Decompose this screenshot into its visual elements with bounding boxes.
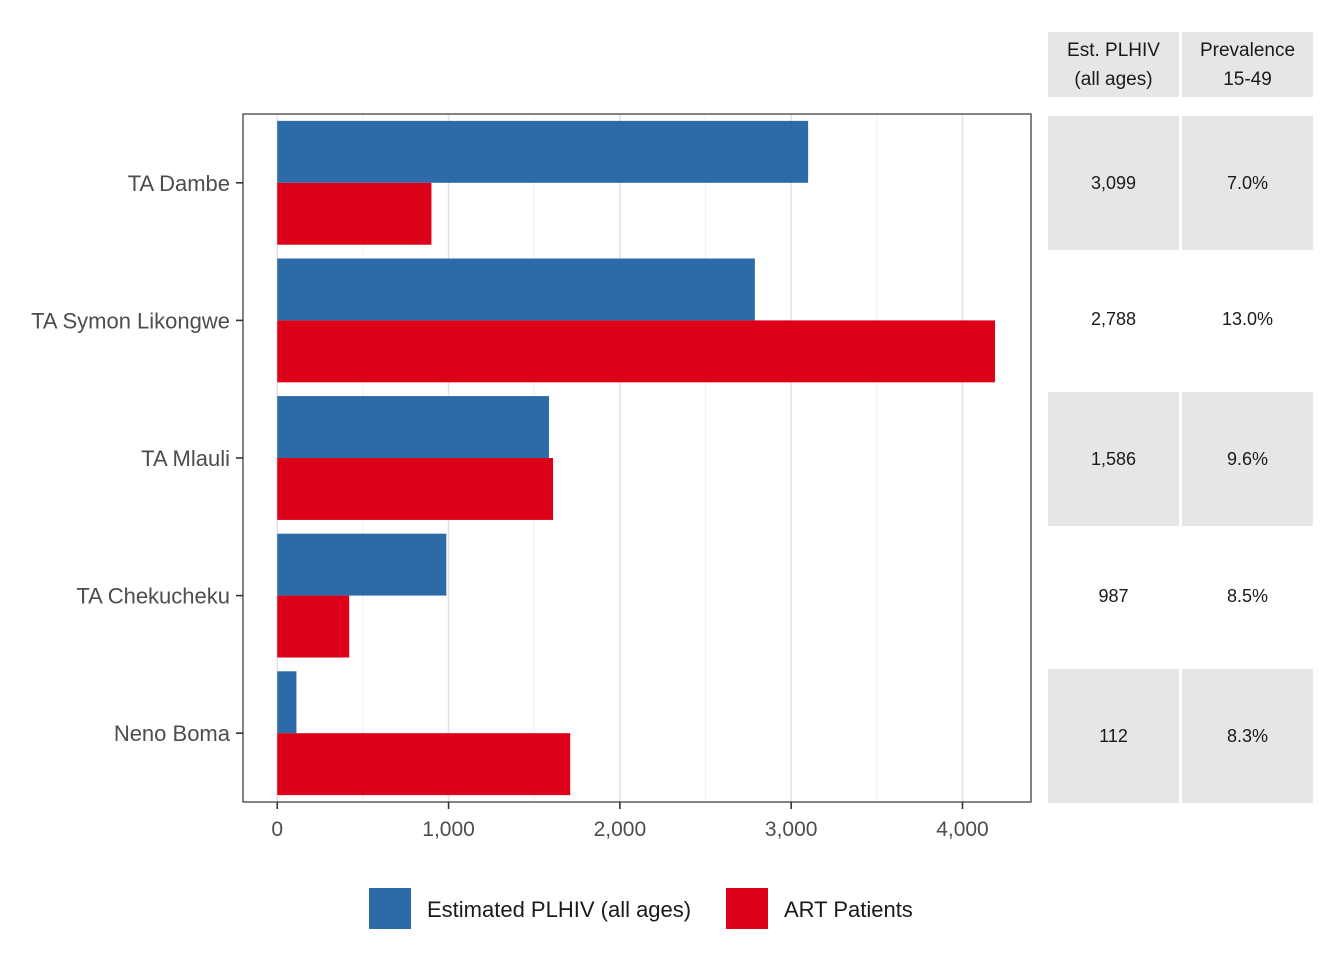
bar-art [277,320,996,383]
x-tick-label: 2,000 [594,818,647,841]
table-header-text: Est. PLHIV [1067,40,1160,61]
bar-plhiv [277,258,755,321]
table-row-cell [1182,116,1313,250]
table-cell-text: 9.6% [1227,449,1268,469]
table-cell-text: 987 [1098,586,1128,606]
legend-key [726,888,768,929]
x-tick-label: 3,000 [765,818,818,841]
bar-plhiv [277,120,809,183]
x-tick-label: 4,000 [936,818,989,841]
legend-label: Estimated PLHIV (all ages) [427,897,691,922]
table-cell-text: 13.0% [1222,309,1273,329]
table-cell-text: 7.0% [1227,173,1268,193]
x-tick-label: 0 [271,818,283,841]
table-header-text: 15-49 [1223,69,1272,90]
legend-label: ART Patients [784,897,913,922]
bar-art [277,458,554,520]
table-row-cell [1048,669,1179,803]
table-row-cell [1048,116,1179,250]
category-label: Neno Boma [114,721,231,746]
bar-plhiv [277,671,297,734]
table-header-cell [1048,32,1179,97]
bar-art [277,182,432,245]
table-cell-text: 2,788 [1091,309,1136,329]
bar-plhiv [277,533,447,596]
category-label: TA Mlauli [141,446,230,471]
table-cell-text: 112 [1099,726,1128,746]
bar-art [277,595,350,658]
category-label: TA Dambe [128,171,230,196]
table-row-cell [1182,669,1313,803]
legend-key [369,888,411,929]
category-label: TA Chekucheku [76,584,230,609]
table-header-cell [1182,32,1313,97]
table-header-text: (all ages) [1074,69,1152,90]
bar-plhiv [277,396,549,458]
table-row-cell [1182,392,1313,526]
x-tick-label: 1,000 [422,818,475,841]
bar-art [277,733,571,796]
table-cell-text: 8.3% [1227,726,1268,746]
table-row-cell [1048,392,1179,526]
table-cell-text: 1,586 [1091,449,1136,469]
table-header-text: Prevalence [1200,40,1295,61]
table-cell-text: 8.5% [1227,586,1268,606]
table-cell-text: 3,099 [1091,173,1136,193]
category-label: TA Symon Likongwe [31,308,230,333]
